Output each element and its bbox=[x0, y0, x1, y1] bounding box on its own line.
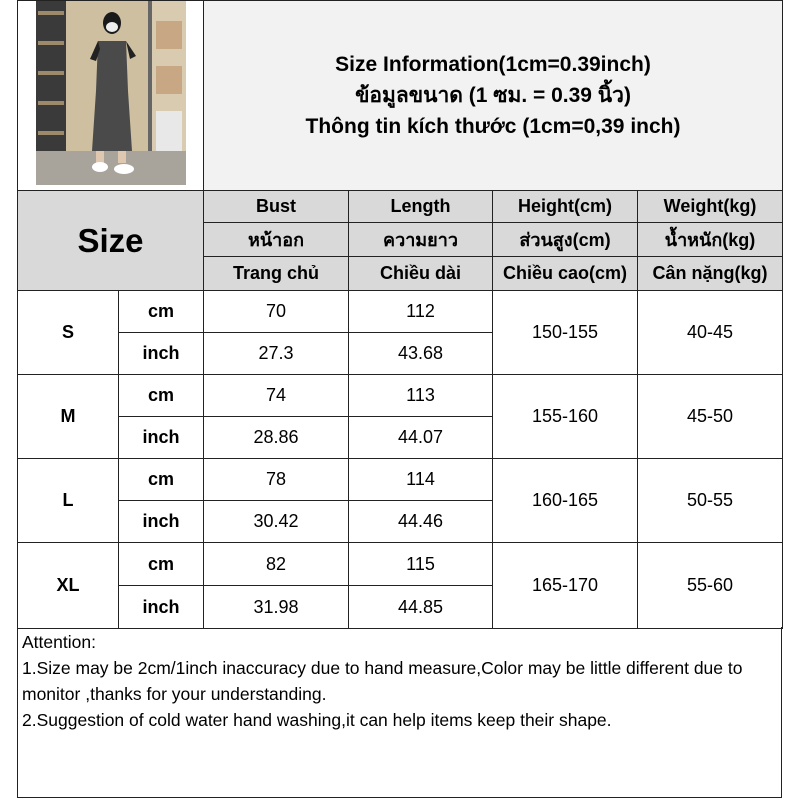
header-height-vi: Chiều cao(cm) bbox=[492, 256, 638, 291]
model-photo-image bbox=[35, 1, 186, 185]
table-row: inch 31.98 44.85 bbox=[18, 585, 783, 629]
weight-range: 50-55 bbox=[636, 458, 784, 543]
unit-cm: cm bbox=[118, 458, 204, 501]
height-range: 150-155 bbox=[492, 290, 638, 375]
bust-inch: 27.3 bbox=[203, 332, 349, 375]
size-label: M bbox=[17, 374, 119, 459]
size-label: S bbox=[17, 290, 119, 375]
bust-cm: 74 bbox=[203, 374, 349, 417]
header-weight-en: Weight(kg) bbox=[636, 190, 784, 223]
product-photo bbox=[17, 0, 204, 191]
header-length-th: ความยาว bbox=[348, 222, 493, 257]
title-english: Size Information(1cm=0.39inch) bbox=[335, 53, 651, 76]
table-row: inch 28.86 44.07 bbox=[18, 416, 783, 459]
header-weight-vi: Cân nặng(kg) bbox=[636, 256, 784, 291]
weight-range: 55-60 bbox=[636, 542, 784, 629]
attention-heading: Attention: bbox=[22, 632, 96, 652]
header-length-vi: Chiều dài bbox=[348, 256, 493, 291]
length-inch: 44.46 bbox=[348, 500, 493, 543]
table-row: inch 27.3 43.68 bbox=[18, 332, 783, 375]
length-inch: 43.68 bbox=[348, 332, 493, 375]
unit-cm: cm bbox=[118, 542, 204, 586]
unit-cm: cm bbox=[118, 290, 204, 333]
table-row: XL cm 82 115 165-170 55-60 bbox=[17, 542, 784, 629]
weight-range: 45-50 bbox=[636, 374, 784, 459]
unit-inch: inch bbox=[118, 500, 204, 543]
size-label: XL bbox=[17, 542, 119, 629]
bust-inch: 28.86 bbox=[203, 416, 349, 459]
attention-note-1: 1.Size may be 2cm/1inch inaccuracy due t… bbox=[22, 658, 743, 704]
header-bust-vi: Trang chủ bbox=[203, 256, 349, 291]
size-info-title: Size Information(1cm=0.39inch) ข้อมูลขนา… bbox=[202, 0, 784, 191]
header-height-th: ส่วนสูง(cm) bbox=[492, 222, 638, 257]
unit-inch: inch bbox=[118, 416, 204, 459]
length-cm: 112 bbox=[348, 290, 493, 333]
header-length-en: Length bbox=[348, 190, 493, 223]
title-vietnamese: Thông tin kích thước (1cm=0,39 inch) bbox=[305, 115, 681, 138]
length-inch: 44.85 bbox=[348, 585, 493, 629]
title-thai: ข้อมูลขนาด (1 ซม. = 0.39 นิ้ว) bbox=[355, 84, 631, 107]
table-row: inch 30.42 44.46 bbox=[18, 500, 783, 543]
header-bust-th: หน้าอก bbox=[203, 222, 349, 257]
bust-cm: 78 bbox=[203, 458, 349, 501]
height-range: 155-160 bbox=[492, 374, 638, 459]
length-inch: 44.07 bbox=[348, 416, 493, 459]
header-weight-th: น้ำหนัก(kg) bbox=[636, 222, 784, 257]
bust-inch: 30.42 bbox=[203, 500, 349, 543]
header-bust-en: Bust bbox=[203, 190, 349, 223]
size-label: L bbox=[17, 458, 119, 543]
height-range: 165-170 bbox=[492, 542, 638, 629]
height-range: 160-165 bbox=[492, 458, 638, 543]
length-cm: 113 bbox=[348, 374, 493, 417]
size-header: Size bbox=[17, 190, 204, 291]
unit-cm: cm bbox=[118, 374, 204, 417]
unit-inch: inch bbox=[118, 585, 204, 629]
size-chart-table: Size Information(1cm=0.39inch) ข้อมูลขนา… bbox=[17, 0, 784, 629]
weight-range: 40-45 bbox=[636, 290, 784, 375]
attention-notes: Attention: 1.Size may be 2cm/1inch inacc… bbox=[17, 627, 782, 798]
unit-inch: inch bbox=[118, 332, 204, 375]
length-cm: 114 bbox=[348, 458, 493, 501]
bust-cm: 70 bbox=[203, 290, 349, 333]
attention-note-2: 2.Suggestion of cold water hand washing,… bbox=[22, 710, 612, 730]
bust-cm: 82 bbox=[203, 542, 349, 586]
bust-inch: 31.98 bbox=[203, 585, 349, 629]
length-cm: 115 bbox=[348, 542, 493, 586]
header-height-en: Height(cm) bbox=[492, 190, 638, 223]
